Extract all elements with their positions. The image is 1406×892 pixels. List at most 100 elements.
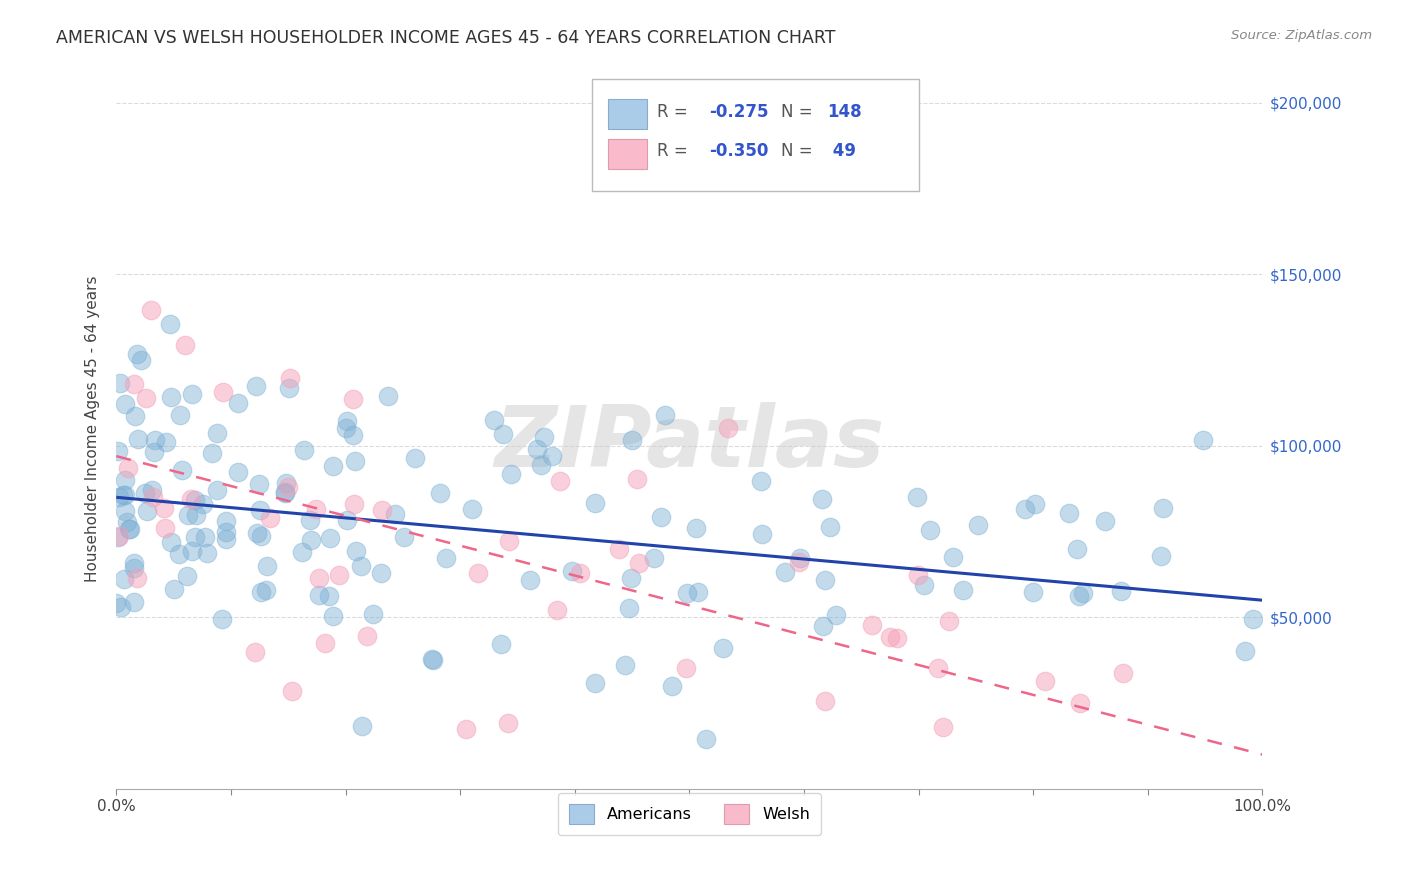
Point xyxy=(134,486,156,500)
Point xyxy=(717,420,740,434)
Point xyxy=(318,589,340,603)
Point xyxy=(278,381,301,395)
Point xyxy=(195,546,218,560)
Point xyxy=(125,347,148,361)
Point xyxy=(118,522,141,536)
Point xyxy=(607,542,630,557)
Point xyxy=(314,636,336,650)
Point xyxy=(153,521,176,535)
Point xyxy=(184,530,207,544)
Point xyxy=(879,630,901,644)
Text: 49: 49 xyxy=(827,143,856,161)
Point xyxy=(825,607,848,622)
Point xyxy=(335,421,357,435)
Point xyxy=(105,596,128,610)
Point xyxy=(194,530,217,544)
Point xyxy=(108,490,131,504)
Point xyxy=(942,549,965,564)
Point xyxy=(122,561,145,575)
Point xyxy=(152,500,174,515)
Point xyxy=(404,450,426,465)
Point xyxy=(139,303,162,318)
Point xyxy=(920,524,942,538)
Point xyxy=(498,533,520,548)
Point xyxy=(122,376,145,391)
Point xyxy=(114,473,136,487)
Point xyxy=(422,652,444,666)
Point xyxy=(370,566,392,581)
Point xyxy=(810,491,832,506)
Point xyxy=(675,661,697,675)
Text: -0.275: -0.275 xyxy=(709,103,768,120)
Point xyxy=(292,442,315,457)
Point xyxy=(938,614,960,628)
Point xyxy=(254,582,277,597)
Point xyxy=(107,531,129,545)
Point xyxy=(211,385,233,400)
Point xyxy=(122,556,145,570)
Point xyxy=(489,637,512,651)
Point xyxy=(344,454,367,468)
Point xyxy=(356,629,378,643)
Point xyxy=(180,492,202,507)
Point xyxy=(135,391,157,405)
Point xyxy=(243,645,266,659)
Point xyxy=(201,445,224,459)
Point xyxy=(160,534,183,549)
Point xyxy=(245,379,267,393)
Point xyxy=(127,432,149,446)
Point xyxy=(159,318,181,332)
Point xyxy=(541,449,564,463)
Point xyxy=(1071,586,1094,600)
Point xyxy=(1024,497,1046,511)
Point xyxy=(530,458,553,472)
Text: N =: N = xyxy=(782,103,818,120)
Point xyxy=(299,513,322,527)
Point xyxy=(247,476,270,491)
Point xyxy=(912,578,935,592)
Point xyxy=(250,585,273,599)
Point xyxy=(163,582,186,596)
Point xyxy=(226,466,249,480)
Point xyxy=(215,525,238,540)
Point xyxy=(650,510,672,524)
Point xyxy=(1094,514,1116,528)
Point xyxy=(114,397,136,411)
Point xyxy=(619,600,641,615)
Text: 148: 148 xyxy=(827,103,862,120)
Point xyxy=(860,617,883,632)
Point xyxy=(454,722,477,736)
Point xyxy=(1233,643,1256,657)
Point xyxy=(215,532,238,546)
Point xyxy=(420,651,443,665)
Point xyxy=(1191,433,1213,447)
Text: R =: R = xyxy=(657,143,693,161)
Point xyxy=(291,545,314,559)
Point xyxy=(114,504,136,518)
Point xyxy=(169,408,191,422)
Point xyxy=(250,529,273,543)
Point xyxy=(350,719,373,733)
Text: R =: R = xyxy=(657,103,693,120)
Point xyxy=(211,612,233,626)
Point xyxy=(249,503,271,517)
Point xyxy=(550,475,572,489)
Point xyxy=(159,390,181,404)
Point xyxy=(124,409,146,424)
Point xyxy=(499,467,522,482)
Point xyxy=(141,483,163,497)
Point xyxy=(1033,674,1056,689)
Point xyxy=(814,693,837,707)
Point xyxy=(181,544,204,558)
Point xyxy=(111,488,134,502)
Point xyxy=(342,428,364,442)
Point xyxy=(526,442,548,457)
Point xyxy=(787,555,810,569)
Point xyxy=(1067,589,1090,603)
Point xyxy=(142,444,165,458)
Point xyxy=(654,409,676,423)
Point xyxy=(343,497,366,511)
Point xyxy=(434,551,457,566)
Point xyxy=(1150,549,1173,563)
Point xyxy=(308,588,330,602)
